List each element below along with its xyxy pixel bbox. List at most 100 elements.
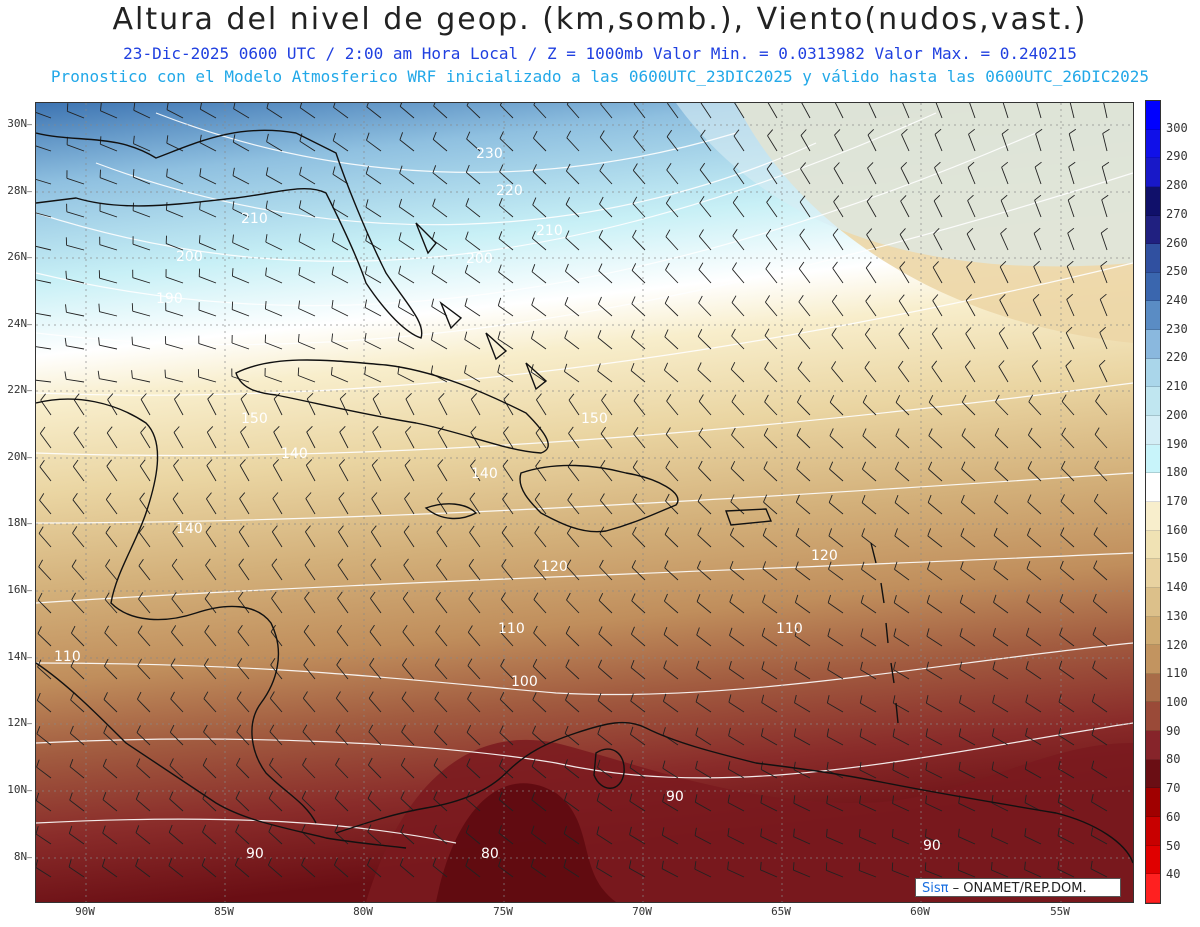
wind-barb-flag (231, 268, 234, 277)
wind-barb-flag (533, 625, 538, 634)
wind-barb-flag (202, 758, 208, 766)
wind-barb-flag (926, 661, 929, 670)
wind-barb (968, 134, 976, 152)
wind-barb-flag (664, 329, 669, 337)
wind-barb (370, 531, 382, 548)
wind-barb (800, 135, 811, 152)
wind-barb-flag (302, 724, 308, 732)
wind-barb-flag (69, 759, 74, 767)
wind-barb-flag (1065, 359, 1072, 367)
wind-barb-flag (900, 195, 907, 202)
wind-barb-flag (532, 692, 537, 700)
wind-barb-flag (629, 726, 634, 735)
color-scale-segment (1146, 702, 1160, 732)
wind-barb-flag (893, 628, 897, 637)
wind-barb-flag (298, 200, 302, 209)
wind-barb (895, 435, 910, 449)
wind-barb (467, 665, 481, 680)
wind-barb-flag (1025, 661, 1029, 670)
wind-barb-flag (498, 231, 503, 239)
wind-barb (565, 666, 580, 680)
wind-barb (1060, 567, 1075, 581)
wind-barb (1098, 365, 1108, 383)
wind-barb-flag (368, 724, 374, 733)
wind-barb-flag (666, 394, 672, 402)
wind-barb-flag (892, 695, 896, 704)
wind-barb-flag (270, 658, 276, 666)
wind-barb (70, 699, 85, 713)
color-scale-label: 140 (1166, 580, 1188, 595)
wind-barb (338, 531, 349, 548)
wind-barb-flag (632, 493, 638, 501)
wind-barb (1092, 634, 1108, 647)
wind-barb (564, 800, 580, 812)
wind-barb (727, 835, 745, 845)
wind-barb-flag (731, 328, 736, 337)
wind-barb-flag (861, 561, 865, 570)
wind-barb-flag (464, 298, 468, 307)
wind-barb-flag (302, 691, 308, 699)
wind-barb (464, 372, 481, 383)
wind-barb-flag (438, 392, 445, 400)
wind-barb (499, 204, 514, 218)
wind-barb (66, 144, 85, 152)
wind-barb (232, 208, 250, 218)
color-scale-label: 50 (1166, 838, 1181, 853)
wind-barb-flag (1032, 293, 1040, 301)
wind-barb (965, 300, 976, 317)
wind-barb (168, 865, 184, 878)
wind-barb-flag (171, 558, 178, 566)
wind-barb-flag (858, 862, 861, 871)
wind-barb-flag (730, 361, 736, 370)
wind-barb (699, 169, 712, 185)
wind-barb-flag (202, 824, 207, 833)
wind-barb-flag (728, 727, 731, 736)
wind-barb (867, 167, 877, 185)
wind-barb-flag (498, 264, 502, 273)
color-scale-segment (1146, 616, 1160, 646)
wind-barb (829, 435, 844, 449)
wind-barb (696, 634, 712, 647)
wind-barb (665, 500, 679, 515)
wind-barb (305, 498, 316, 515)
wind-barb (932, 267, 943, 284)
wind-barb (36, 867, 52, 878)
wind-barb-flag (597, 726, 601, 735)
wind-barb (271, 598, 283, 614)
wind-barb-flag (832, 261, 838, 269)
wind-barb (232, 242, 250, 251)
lon-label: 65W (771, 905, 791, 918)
wind-barb-flag (369, 624, 375, 633)
wind-barb-flag (959, 695, 962, 703)
wind-barb-flag (298, 233, 301, 242)
wind-barb-flag (174, 393, 181, 400)
color-scale-label: 230 (1166, 321, 1188, 336)
wind-barb-flag (891, 828, 894, 838)
wind-barb (199, 209, 217, 218)
credit-text: – ONAMET/REP.DOM. (948, 881, 1087, 896)
wind-barb-flag (663, 627, 668, 635)
wind-barb (364, 307, 382, 317)
wind-barb-flag (365, 199, 369, 208)
wind-barb-flag (861, 528, 865, 537)
wind-barb-flag (168, 824, 173, 833)
wind-barb-flag (336, 624, 343, 632)
wind-barb (69, 833, 85, 845)
wind-barb (1024, 835, 1042, 845)
wind-barb (334, 864, 349, 878)
wind-barb-flag (765, 228, 772, 236)
forecast-map[interactable]: 230 220 210 210 200 200 190 150 150 140 … (35, 102, 1134, 903)
wind-barb (367, 798, 382, 812)
wind-barb-flag (633, 393, 639, 401)
wind-barb (334, 831, 349, 845)
wind-barb-flag (599, 559, 604, 568)
wind-barb (965, 333, 976, 350)
wind-barb-flag (927, 528, 932, 537)
wind-barb (372, 398, 382, 416)
wind-barb (169, 731, 184, 746)
wind-barb (630, 370, 646, 383)
wind-barb (961, 502, 976, 515)
wind-barb (926, 702, 943, 713)
wind-barb-flag (333, 103, 336, 108)
color-scale-bar (1145, 100, 1161, 904)
